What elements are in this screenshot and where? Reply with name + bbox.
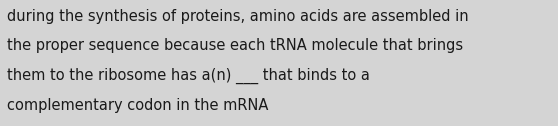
Text: the proper sequence because each tRNA molecule that brings: the proper sequence because each tRNA mo…: [7, 38, 463, 53]
Text: during the synthesis of proteins, amino acids are assembled in: during the synthesis of proteins, amino …: [7, 9, 469, 24]
Text: them to the ribosome has a(n) ___ that binds to a: them to the ribosome has a(n) ___ that b…: [7, 68, 370, 84]
Text: complementary codon in the mRNA: complementary codon in the mRNA: [7, 98, 268, 113]
